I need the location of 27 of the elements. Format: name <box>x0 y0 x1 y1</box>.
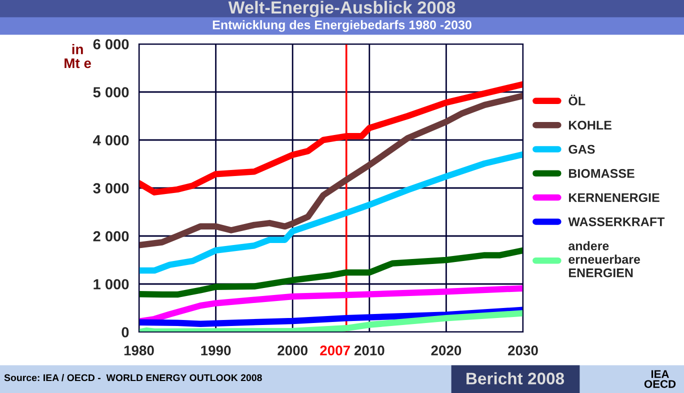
y-tick-label: 1 000 <box>94 279 129 290</box>
legend-label: GAS <box>568 144 595 154</box>
y-tick-label: 4 000 <box>93 135 129 146</box>
source-note: Source: IEA / OECD - WORLD ENERGY OUTLOOK 2008 <box>4 374 262 382</box>
y-axis-title: in Mt e <box>64 44 91 68</box>
x-tick-label: 1990 <box>201 346 231 356</box>
y-tick-label: 2 000 <box>93 231 129 242</box>
x-tick-label: 2020 <box>431 346 462 356</box>
y-tick-label: 3 000 <box>93 183 129 194</box>
ref-line-label: 2007 <box>320 346 350 356</box>
x-tick-label: 2030 <box>508 346 538 356</box>
chart-title: Welt-Energie-Ausblick 2008 <box>228 0 456 18</box>
legend-label: KERNENERGIE <box>569 193 660 202</box>
chart-subtitle: Entwicklung des Energiebedarfs 1980 -2030 <box>212 20 472 32</box>
y-tick-label: 5 000 <box>93 87 129 98</box>
legend-label: KOHLE <box>569 120 612 130</box>
text: Bericht 2008 <box>466 372 564 384</box>
x-tick-label: 2010 <box>354 346 384 356</box>
text: IEA OECD <box>644 370 676 388</box>
y-tick-label: 6 000 <box>93 39 129 50</box>
x-tick-label: 2000 <box>278 346 308 356</box>
legend-label: WASSERKRAFT <box>568 217 665 226</box>
legend-label: andere erneuerbare ENERGIEN <box>568 241 640 278</box>
x-tick-label: 1980 <box>124 346 154 356</box>
legend-label: BIOMASSE <box>569 169 634 178</box>
legend-label: ÖL <box>568 94 586 106</box>
y-tick-label: 0 <box>122 327 129 338</box>
